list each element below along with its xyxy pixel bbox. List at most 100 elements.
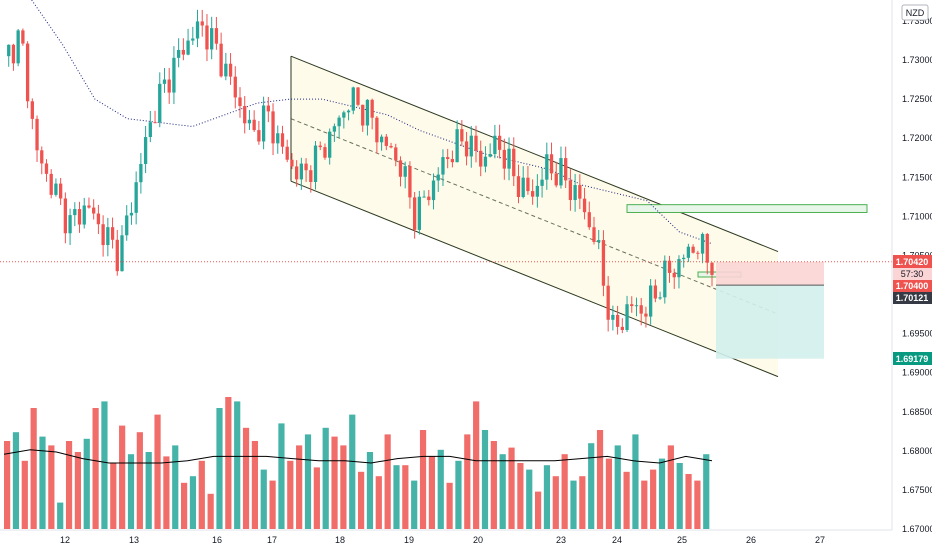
candle-body — [49, 173, 53, 195]
volume-bar — [490, 441, 497, 529]
volume-bar — [21, 460, 28, 529]
volume-bar — [437, 449, 444, 529]
candle-body — [106, 227, 110, 246]
candle-body — [290, 159, 294, 167]
volume-bar — [685, 474, 692, 529]
entry-tag-box — [893, 292, 932, 304]
volume-bar — [278, 423, 285, 529]
volume-bar — [163, 456, 170, 529]
candle-body — [412, 197, 417, 230]
candle-body — [521, 177, 525, 197]
candle-body — [271, 111, 275, 144]
candle-body — [134, 182, 138, 213]
candle-body — [667, 260, 672, 273]
countdown-tag-box — [893, 268, 932, 280]
candle-body — [417, 196, 422, 230]
candle-body — [219, 43, 223, 77]
candle-body — [705, 233, 709, 263]
candle-body — [516, 176, 521, 197]
candle-body — [162, 79, 167, 84]
entry-label: 1.70121 — [896, 293, 929, 303]
candle-body — [455, 129, 459, 163]
candle-body — [195, 21, 200, 39]
candle-body — [68, 215, 72, 234]
volume-bar — [48, 445, 55, 529]
candle-body — [677, 259, 681, 278]
candle-body — [479, 150, 483, 167]
candle-body — [191, 38, 195, 41]
volume-bar — [561, 454, 568, 529]
candle-body — [615, 314, 620, 327]
candle-body — [634, 305, 639, 307]
volume-bar — [304, 434, 312, 529]
candle-body — [73, 209, 77, 216]
candle-body — [120, 235, 124, 272]
volume-bar — [189, 476, 197, 529]
candle-body — [153, 122, 157, 124]
candle-body — [304, 163, 308, 171]
candle-body — [526, 177, 530, 192]
candle-body — [450, 159, 455, 163]
volume-bar — [650, 469, 657, 529]
time-axis[interactable]: 12 13 16 17 18 19 20 23 24 25 26 27 — [60, 535, 825, 545]
candle-body — [101, 224, 105, 246]
candle-body — [493, 135, 497, 155]
candle-body — [125, 215, 129, 236]
price-tick-label: 1.69500 — [902, 329, 932, 339]
volume-bar — [596, 430, 604, 529]
candle-body — [143, 137, 148, 164]
volume-bar — [57, 502, 64, 529]
candle-body — [625, 304, 629, 330]
candle-body — [488, 154, 492, 157]
candle-body — [431, 180, 436, 201]
volume-bar — [296, 445, 303, 529]
candle-body — [658, 297, 662, 299]
candle-body — [247, 119, 252, 124]
candle-body — [512, 148, 516, 177]
volume-bar — [464, 434, 471, 529]
candle-body — [644, 313, 648, 317]
candle-body — [148, 122, 152, 138]
volume-bar — [198, 460, 205, 529]
countdown-tag: 57:30 — [893, 268, 932, 280]
currency-badge[interactable]: NZD — [901, 4, 929, 21]
candle-body — [25, 43, 30, 102]
time-tick-label: 19 — [404, 535, 414, 545]
candle-body — [559, 158, 563, 186]
volume-bar — [499, 454, 506, 529]
candle-body — [446, 157, 450, 160]
volume-bar — [481, 430, 489, 529]
candle-body — [63, 198, 68, 234]
candle-body — [181, 49, 186, 55]
candle-body — [384, 136, 388, 146]
candle-body — [257, 130, 261, 142]
candle-body — [464, 141, 469, 157]
price-tick-label: 1.72500 — [902, 94, 932, 104]
candle-body — [507, 148, 511, 169]
volume-bar — [92, 408, 99, 529]
current-price-label: 1.70420 — [896, 257, 929, 267]
volume-bar — [358, 471, 365, 529]
volume-bar — [605, 458, 612, 529]
target-label: 1.69179 — [896, 354, 929, 364]
volume-bar — [393, 465, 400, 529]
volume-bar — [384, 434, 391, 529]
candle-body — [620, 326, 624, 330]
price-tick-label: 1.69000 — [902, 368, 932, 378]
candle-body — [663, 260, 667, 298]
volume-bar — [588, 443, 595, 529]
stop-loss-tag-box — [893, 280, 932, 292]
volume-bar — [543, 465, 551, 529]
volume-bar — [676, 463, 683, 529]
candle-body — [21, 30, 25, 44]
time-tick-label: 25 — [677, 535, 687, 545]
candle-body — [172, 57, 176, 93]
volume-bar — [225, 397, 232, 529]
candle-body — [176, 49, 181, 58]
candle-body — [210, 28, 214, 50]
candle-body — [530, 191, 535, 197]
channel-upper-line — [290, 55, 779, 253]
candle-body — [502, 149, 506, 169]
